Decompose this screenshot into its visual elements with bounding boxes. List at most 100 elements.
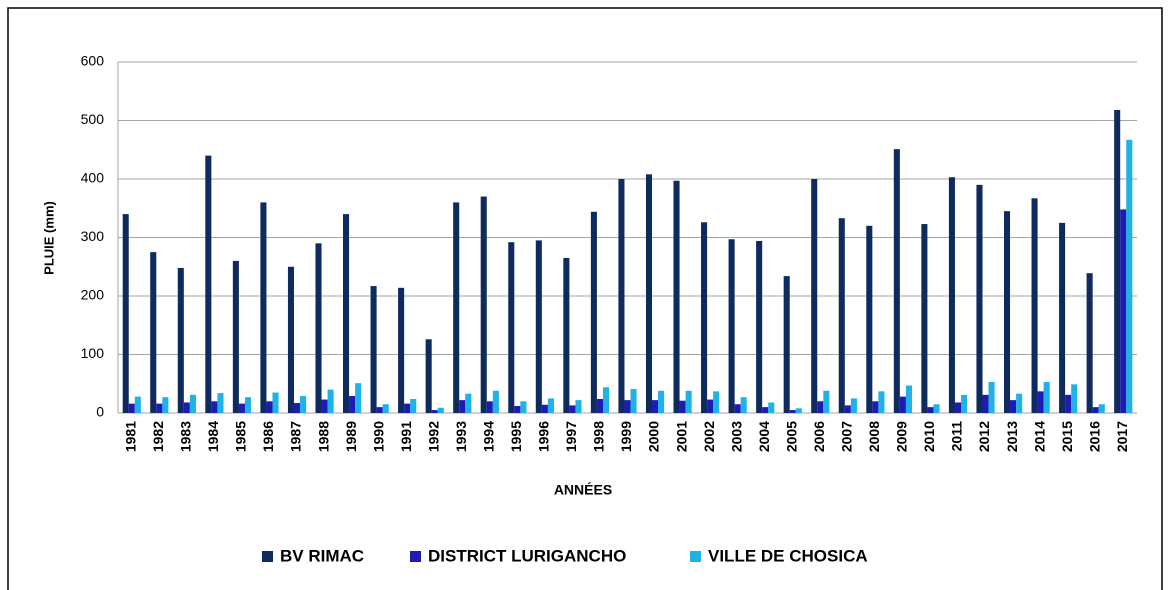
x-tick-label: 2011 bbox=[949, 421, 965, 452]
bar bbox=[189, 394, 196, 413]
bar bbox=[838, 218, 845, 413]
bar bbox=[624, 400, 631, 413]
y-tick-label: 0 bbox=[96, 404, 104, 420]
bar bbox=[162, 397, 169, 413]
legend-swatch bbox=[410, 551, 421, 562]
bar bbox=[1043, 381, 1050, 413]
bar bbox=[520, 401, 527, 413]
bar bbox=[211, 401, 218, 413]
x-tick-label: 2001 bbox=[673, 421, 689, 452]
bar bbox=[789, 410, 796, 413]
bar bbox=[933, 404, 940, 413]
bar bbox=[728, 239, 735, 413]
bar bbox=[300, 396, 307, 413]
bar bbox=[1016, 393, 1023, 413]
bar bbox=[134, 396, 141, 413]
y-tick-label: 500 bbox=[81, 111, 105, 127]
bar bbox=[872, 401, 879, 413]
bar bbox=[569, 405, 576, 413]
bar bbox=[535, 240, 542, 413]
bar bbox=[1098, 404, 1105, 413]
bar bbox=[645, 174, 653, 413]
bar bbox=[673, 180, 680, 413]
bar bbox=[260, 202, 267, 413]
x-tick-label: 1983 bbox=[178, 421, 194, 452]
bar bbox=[541, 404, 548, 413]
bar bbox=[287, 266, 294, 413]
bar bbox=[486, 401, 493, 413]
x-tick-label: 1989 bbox=[343, 421, 359, 452]
y-tick-label: 200 bbox=[81, 287, 105, 303]
bar bbox=[762, 407, 769, 413]
bar bbox=[713, 391, 720, 413]
bar bbox=[266, 401, 273, 413]
bar bbox=[382, 404, 389, 413]
bar bbox=[988, 381, 995, 413]
bar bbox=[355, 383, 362, 413]
y-tick-label: 400 bbox=[81, 170, 105, 186]
bar bbox=[465, 393, 472, 413]
bar bbox=[459, 400, 466, 413]
bar bbox=[376, 407, 383, 413]
legend-label: BV RIMAC bbox=[280, 546, 364, 565]
bar bbox=[811, 179, 818, 413]
bar bbox=[508, 242, 515, 413]
bar bbox=[844, 405, 851, 413]
legend: BV RIMAC DISTRICT LURIGANCHO VILLE DE CHOS… bbox=[262, 546, 868, 565]
x-tick-label: 2014 bbox=[1031, 421, 1047, 452]
bar bbox=[866, 225, 873, 413]
bar bbox=[823, 390, 830, 413]
x-tick-label: 2015 bbox=[1059, 421, 1075, 452]
bar bbox=[183, 402, 190, 413]
bar bbox=[740, 397, 747, 413]
bar bbox=[679, 400, 686, 413]
bar bbox=[563, 257, 570, 413]
x-tick-label: 1992 bbox=[425, 421, 441, 452]
bar bbox=[1120, 209, 1127, 413]
x-tick-label: 2008 bbox=[866, 421, 882, 452]
x-tick-label: 1999 bbox=[618, 421, 634, 452]
bar bbox=[480, 196, 487, 413]
x-tick-label: 2016 bbox=[1086, 421, 1102, 452]
chart-border bbox=[7, 7, 1163, 590]
legend-label: VILLE DE CHOSICA bbox=[708, 546, 868, 565]
bar bbox=[156, 403, 163, 413]
bar bbox=[590, 211, 597, 413]
bar bbox=[327, 389, 334, 413]
bar bbox=[878, 391, 885, 413]
bar bbox=[795, 408, 802, 413]
bar bbox=[1003, 211, 1011, 413]
bar bbox=[150, 252, 157, 413]
bar bbox=[437, 407, 444, 413]
x-tick-label: 1991 bbox=[398, 421, 414, 452]
bar bbox=[768, 402, 775, 413]
y-tick-label: 300 bbox=[81, 228, 105, 244]
bar bbox=[410, 398, 417, 413]
x-tick-label: 1987 bbox=[288, 421, 304, 452]
bar bbox=[893, 149, 900, 414]
x-tick-label: 1995 bbox=[508, 421, 524, 452]
bar bbox=[658, 390, 665, 413]
legend-swatch bbox=[262, 551, 273, 562]
bar bbox=[948, 177, 955, 413]
bar bbox=[1114, 109, 1121, 413]
bar bbox=[927, 407, 934, 413]
bar bbox=[783, 276, 790, 413]
bar bbox=[685, 390, 692, 413]
x-tick-label: 1984 bbox=[205, 421, 221, 452]
bar bbox=[1059, 222, 1066, 413]
bar bbox=[398, 287, 405, 413]
x-tick-label: 1993 bbox=[453, 421, 469, 452]
x-tick-label: 2002 bbox=[701, 421, 717, 452]
bar bbox=[349, 396, 356, 413]
bar bbox=[492, 390, 499, 413]
bar bbox=[575, 400, 582, 413]
x-tick-label: 1994 bbox=[481, 421, 497, 452]
bar bbox=[1037, 391, 1044, 413]
x-tick-label: 1997 bbox=[563, 421, 579, 452]
bar bbox=[734, 404, 741, 413]
x-tick-label: 2013 bbox=[1004, 421, 1020, 452]
bar bbox=[652, 400, 659, 413]
bar bbox=[232, 260, 239, 413]
